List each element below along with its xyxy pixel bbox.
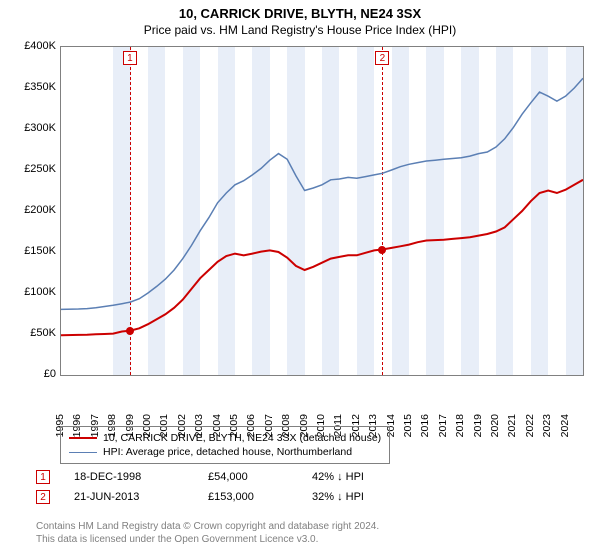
y-axis-label: £0 <box>44 368 56 380</box>
x-axis-label: 2022 <box>524 414 536 437</box>
y-axis-label: £250K <box>24 163 56 175</box>
y-axis-label: £200K <box>24 204 56 216</box>
x-axis-label: 2017 <box>437 414 449 437</box>
x-axis-label: 2019 <box>472 414 484 437</box>
sale-hpi-diff: 42% ↓ HPI <box>312 471 392 483</box>
x-axis-label: 2018 <box>454 414 466 437</box>
x-axis-label: 2015 <box>402 414 414 437</box>
series-property <box>61 180 583 335</box>
x-axis-label: 2021 <box>506 414 518 437</box>
chart-subtitle: Price paid vs. HM Land Registry's House … <box>0 23 600 37</box>
sale-event-row: 2 21-JUN-2013 £153,000 32% ↓ HPI <box>36 490 392 504</box>
chart: £0£50K£100K£150K£200K£250K£300K£350K£400… <box>12 46 588 416</box>
sale-date: 18-DEC-1998 <box>74 471 184 483</box>
y-axis-label: £50K <box>30 327 56 339</box>
attribution-line: Contains HM Land Registry data © Crown c… <box>36 521 379 532</box>
y-axis-label: £400K <box>24 40 56 52</box>
legend-item-hpi: HPI: Average price, detached house, Nort… <box>69 445 381 459</box>
sale-marker-dot <box>378 246 386 254</box>
y-axis-label: £350K <box>24 81 56 93</box>
line-sample <box>69 437 97 439</box>
legend-label: HPI: Average price, detached house, Nort… <box>103 446 352 458</box>
x-axis-label: 2024 <box>559 414 571 437</box>
sale-marker-box: 2 <box>36 490 50 504</box>
attribution: Contains HM Land Registry data © Crown c… <box>36 520 576 546</box>
legend: 10, CARRICK DRIVE, BLYTH, NE24 3SX (deta… <box>60 426 390 464</box>
x-axis-label: 2016 <box>419 414 431 437</box>
sale-hpi-diff: 32% ↓ HPI <box>312 491 392 503</box>
sale-marker-box: 1 <box>123 51 137 65</box>
sale-events-table: 1 18-DEC-1998 £54,000 42% ↓ HPI 2 21-JUN… <box>36 470 392 510</box>
y-axis-label: £150K <box>24 245 56 257</box>
sale-marker-box: 2 <box>375 51 389 65</box>
sale-marker-box: 1 <box>36 470 50 484</box>
sale-event-row: 1 18-DEC-1998 £54,000 42% ↓ HPI <box>36 470 392 484</box>
x-axis-label: 2020 <box>489 414 501 437</box>
y-axis-label: £300K <box>24 122 56 134</box>
series-hpi <box>61 78 583 309</box>
plot-area: 12 <box>60 46 584 376</box>
sale-price: £153,000 <box>208 491 288 503</box>
sale-date: 21-JUN-2013 <box>74 491 184 503</box>
legend-label: 10, CARRICK DRIVE, BLYTH, NE24 3SX (deta… <box>103 432 381 444</box>
sale-price: £54,000 <box>208 471 288 483</box>
chart-title: 10, CARRICK DRIVE, BLYTH, NE24 3SX <box>0 6 600 21</box>
x-axis-label: 2023 <box>541 414 553 437</box>
sale-marker-dot <box>126 327 134 335</box>
y-axis-label: £100K <box>24 286 56 298</box>
attribution-line: This data is licensed under the Open Gov… <box>36 534 318 545</box>
legend-item-property: 10, CARRICK DRIVE, BLYTH, NE24 3SX (deta… <box>69 431 381 445</box>
line-sample <box>69 452 97 453</box>
